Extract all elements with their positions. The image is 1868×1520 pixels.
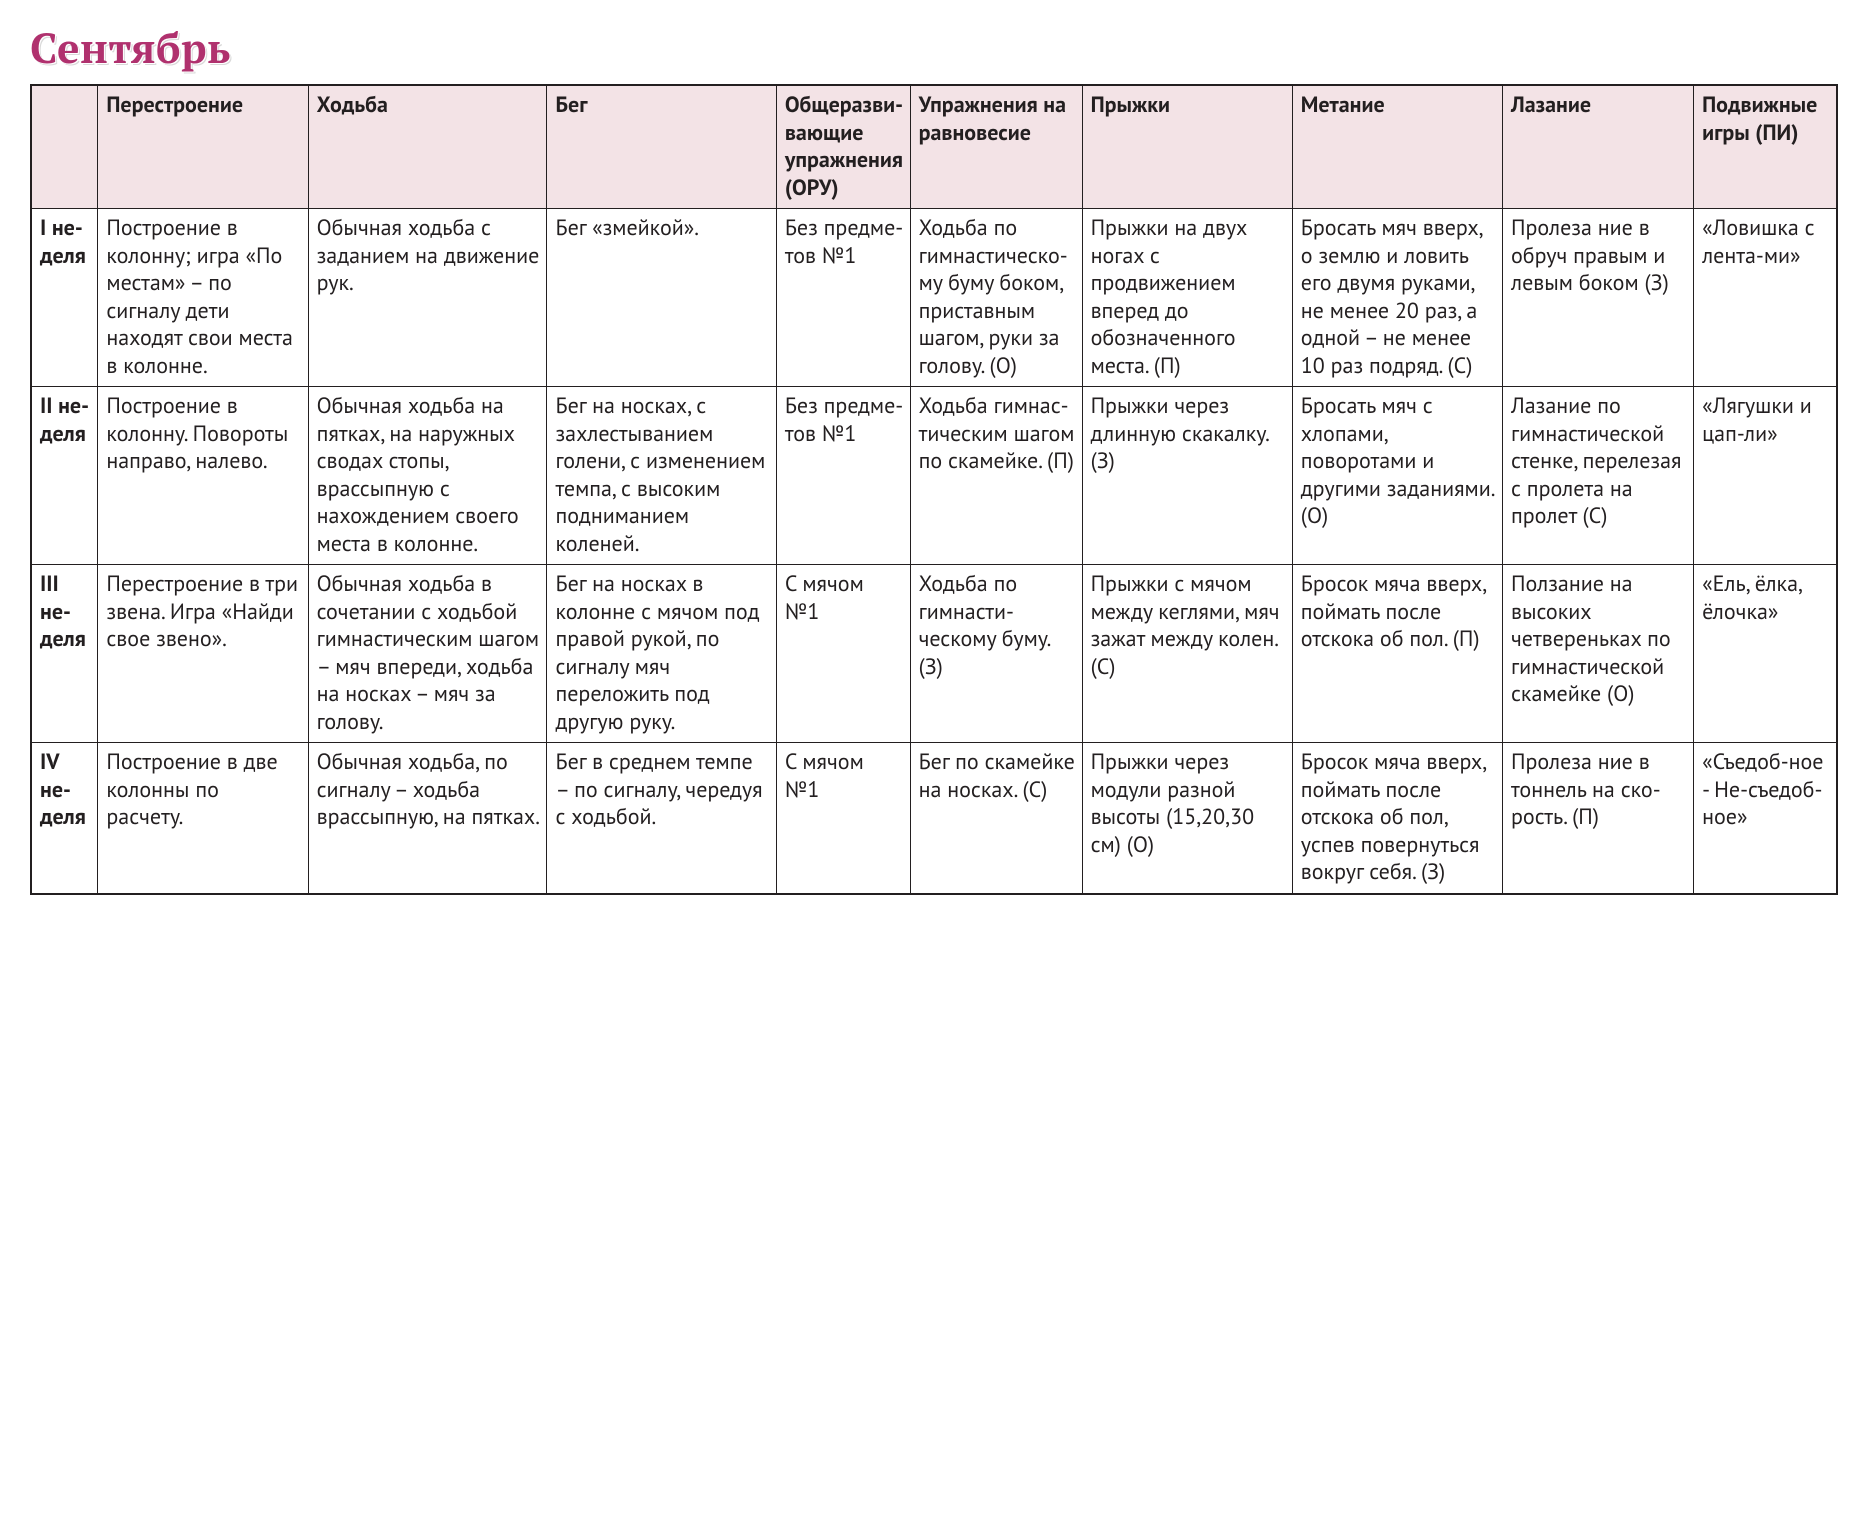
cell: Построение в колонну; игра «По местам» –… bbox=[98, 209, 308, 387]
cell: Без предме­тов №1 bbox=[776, 209, 910, 387]
cell: «Съе­доб-ное - Не-съе­доб-ное» bbox=[1694, 743, 1837, 894]
cell: Прыжки на двух ногах с продвижени­ем впе… bbox=[1082, 209, 1292, 387]
col-header-beg: Бег bbox=[547, 85, 776, 209]
schedule-table: Перестро­ение Ходьба Бег Обще­разви­вающ… bbox=[30, 84, 1838, 895]
col-header-ravnovesie: Упраж­нения на равно­весие bbox=[910, 85, 1082, 209]
cell: Ходьба по гимнас­тическо­му буму боком, … bbox=[910, 209, 1082, 387]
col-header-hodba: Ходьба bbox=[308, 85, 547, 209]
cell: Пролеза ние в обруч правым и левым боком… bbox=[1503, 209, 1694, 387]
row-label: III не­де­ля bbox=[31, 565, 98, 743]
cell: Бросать мяч вверх, о зем­лю и ловить его… bbox=[1292, 209, 1502, 387]
col-header-perestroenie: Перестро­ение bbox=[98, 85, 308, 209]
month-title: Сентябрь bbox=[30, 20, 1838, 76]
col-header-metanie: Метание bbox=[1292, 85, 1502, 209]
table-row: IV не­де­ля Построение в две колонны по … bbox=[31, 743, 1837, 894]
cell: Прыжки че­рез длинную скакалку. (З) bbox=[1082, 387, 1292, 565]
cell: Ползание на высоких четверень­ках по гим… bbox=[1503, 565, 1694, 743]
cell: Обычная ходь­ба, по сигна­лу – ходьба вр… bbox=[308, 743, 547, 894]
col-header-blank bbox=[31, 85, 98, 209]
row-label: II не­де­ля bbox=[31, 387, 98, 565]
table-row: II не­де­ля Построение в колонну. Поворо… bbox=[31, 387, 1837, 565]
cell: Бросок мяча вверх, пой­мать после отскок… bbox=[1292, 743, 1502, 894]
cell: «Ло­вишка с лента-ми» bbox=[1694, 209, 1837, 387]
col-header-oru: Обще­разви­вающие упраж­нения (ОРУ) bbox=[776, 85, 910, 209]
cell: Прыжки с мячом между кеглями, мяч зажат … bbox=[1082, 565, 1292, 743]
cell: Бросок мяча вверх, пой­мать после отскок… bbox=[1292, 565, 1502, 743]
cell: Без предме­тов №1 bbox=[776, 387, 910, 565]
col-header-lazanie: Лазание bbox=[1503, 85, 1694, 209]
table-row: I не­де­ля Построение в колонну; игра «П… bbox=[31, 209, 1837, 387]
cell: «Лягуш­ки и цап-ли» bbox=[1694, 387, 1837, 565]
cell: Бег на носках в колонне с мячом под прав… bbox=[547, 565, 776, 743]
cell: Обычная ходь­ба на пятках, на наружных с… bbox=[308, 387, 547, 565]
cell: Построение в колонну. Повороты направо, … bbox=[98, 387, 308, 565]
header-row: Перестро­ение Ходьба Бег Обще­разви­вающ… bbox=[31, 85, 1837, 209]
cell: Перестро­ение в три звена. Игра «Найди с… bbox=[98, 565, 308, 743]
row-label: I не­де­ля bbox=[31, 209, 98, 387]
cell: Бег на носках, с захлестыванием голени, … bbox=[547, 387, 776, 565]
cell: С мячом №1 bbox=[776, 565, 910, 743]
cell: Бег «змейкой». bbox=[547, 209, 776, 387]
cell: Лазание по гимнас­тической стенке, перел… bbox=[1503, 387, 1694, 565]
cell: Построение в две колонны по расчету. bbox=[98, 743, 308, 894]
cell: Обычная ходь­ба в сочета­нии с ходьбой г… bbox=[308, 565, 547, 743]
cell: С мячом №1 bbox=[776, 743, 910, 894]
row-label: IV не­де­ля bbox=[31, 743, 98, 894]
col-header-pryzhki: Прыжки bbox=[1082, 85, 1292, 209]
cell: Бег в среднем темпе – по сигна­лу, черед… bbox=[547, 743, 776, 894]
cell: «Ель, ёлка, ёлочка» bbox=[1694, 565, 1837, 743]
cell: Ходьба гимнас­тическим шагом по скамейке… bbox=[910, 387, 1082, 565]
cell: Ходьба по гимнасти­ческому буму. (З) bbox=[910, 565, 1082, 743]
cell: Прыжки че­рез модули разной высо­ты (15,… bbox=[1082, 743, 1292, 894]
cell: Обычная ходь­ба с заданием на движение р… bbox=[308, 209, 547, 387]
cell: Бросать мяч с хлопами, поворотами и друг… bbox=[1292, 387, 1502, 565]
cell: Бег по скамейке на носках. (С) bbox=[910, 743, 1082, 894]
table-row: III не­де­ля Перестро­ение в три звена. … bbox=[31, 565, 1837, 743]
cell: Пролеза ние в тон­нель на ско­рость. (П) bbox=[1503, 743, 1694, 894]
col-header-igry: Подви­жные игры (ПИ) bbox=[1694, 85, 1837, 209]
